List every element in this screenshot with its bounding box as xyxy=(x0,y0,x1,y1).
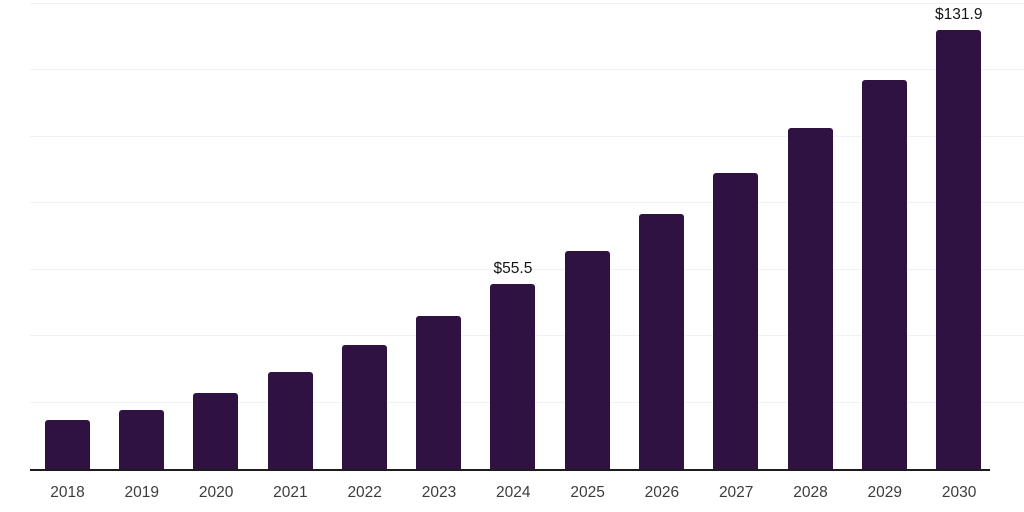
x-axis-line xyxy=(30,469,990,471)
bar-2028 xyxy=(787,128,833,469)
bar-2030 xyxy=(936,30,982,469)
x-axis-labels: 2018 2019 2020 2021 2022 2023 2024 2025 2026 2027… xyxy=(30,483,996,505)
bar-2025 xyxy=(564,250,610,469)
plot-area: $55.5 $131.9 xyxy=(30,0,1024,469)
x-tick-label-2026: 2026 xyxy=(644,484,680,501)
x-tick-label-2029: 2029 xyxy=(867,484,903,501)
gridline-120 xyxy=(30,69,1024,70)
x-tick-label-2030: 2030 xyxy=(941,484,977,501)
bar-2026 xyxy=(639,213,685,469)
bar-2023 xyxy=(416,315,462,469)
x-tick-label-2023: 2023 xyxy=(421,484,457,501)
x-tick-label-2021: 2021 xyxy=(273,484,308,501)
x-tick-label-2018: 2018 xyxy=(50,484,85,501)
x-tick-label-2019: 2019 xyxy=(124,484,160,501)
gridline-100 xyxy=(30,135,1024,137)
bar-2022 xyxy=(341,344,387,469)
x-tick-label-2025: 2025 xyxy=(570,484,605,501)
x-tick-label-2024: 2024 xyxy=(496,484,531,501)
bar-2027 xyxy=(713,173,759,469)
gridline-60 xyxy=(30,268,1024,270)
gridline-140 xyxy=(30,2,1024,4)
bar-2029 xyxy=(861,79,907,469)
bar-2018 xyxy=(44,420,90,469)
data-label-2030: $131.9 xyxy=(935,6,983,24)
data-label-2024: $55.5 xyxy=(493,260,533,278)
x-tick-label-2028: 2028 xyxy=(793,484,828,501)
gridline-80 xyxy=(30,202,1024,203)
bar-2019 xyxy=(118,409,164,469)
x-tick-label-2027: 2027 xyxy=(718,484,754,501)
bar-2021 xyxy=(267,372,313,469)
bar-2024 xyxy=(490,284,536,469)
x-tick-label-2020: 2020 xyxy=(198,484,234,501)
x-tick-label-2022: 2022 xyxy=(347,484,382,501)
bar-2020 xyxy=(193,393,239,469)
